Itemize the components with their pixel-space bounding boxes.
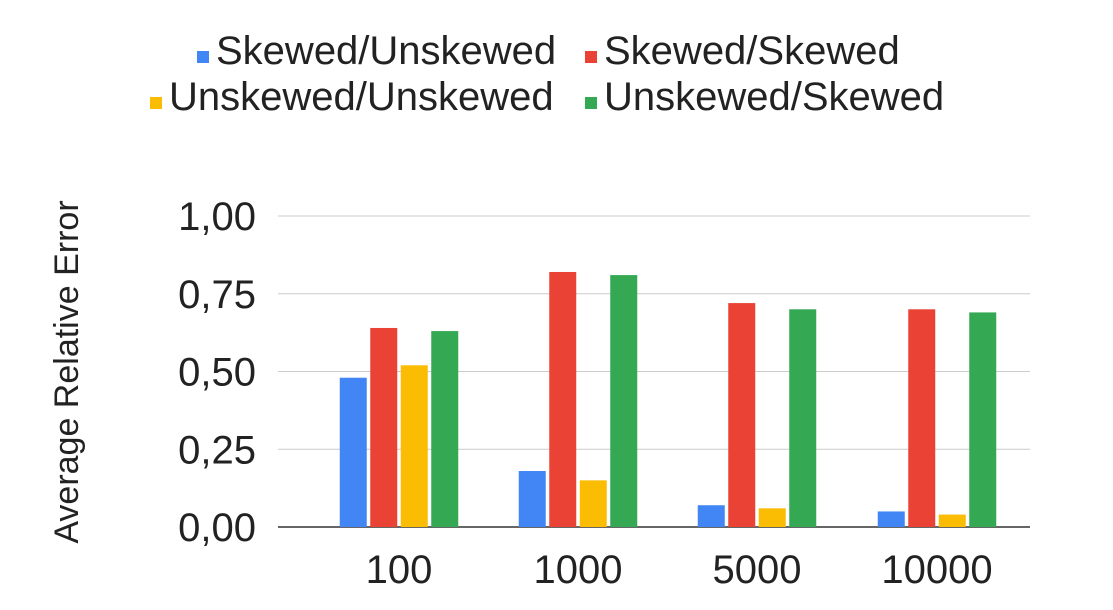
- y-tick-label: 0,00: [178, 506, 256, 550]
- y-tick-label: 0,25: [178, 428, 256, 472]
- legend-label: Skewed/Unskewed: [216, 29, 556, 73]
- legend-label: Skewed/Skewed: [604, 29, 900, 73]
- x-tick-label: 10000: [881, 548, 992, 592]
- legend-label: Unskewed/Unskewed: [169, 75, 554, 119]
- bar: [908, 309, 936, 527]
- bar: [969, 312, 997, 527]
- x-axis-ticks: 100 1000 5000 10000: [366, 548, 993, 592]
- bar: [697, 505, 725, 527]
- bar: [728, 303, 756, 527]
- legend-swatch: [585, 97, 597, 109]
- bar: [370, 327, 398, 527]
- x-tick-label: 100: [366, 548, 433, 592]
- bar: [610, 275, 638, 527]
- legend-label: Unskewed/Skewed: [604, 75, 944, 119]
- bar: [549, 271, 577, 527]
- bar: [877, 511, 905, 527]
- bar: [938, 514, 966, 527]
- bar: [518, 471, 546, 527]
- legend-swatch: [585, 51, 597, 63]
- legend-swatch: [197, 51, 209, 63]
- legend: Skewed/Unskewed Skewed/Skewed Unskewed/Uns…: [150, 29, 944, 119]
- x-tick-label: 1000: [534, 548, 623, 592]
- y-axis-ticks: 0,00 0,25 0,50 0,75 1,00: [178, 195, 256, 550]
- y-tick-label: 0,75: [178, 273, 256, 317]
- y-tick-label: 1,00: [178, 195, 256, 239]
- x-tick-label: 5000: [713, 548, 802, 592]
- bar: [339, 377, 367, 527]
- bar: [431, 331, 459, 527]
- bar: [758, 508, 786, 527]
- y-axis-title: Average Relative Error: [48, 200, 86, 543]
- legend-swatch: [150, 97, 162, 109]
- bar: [579, 480, 607, 527]
- bar: [789, 309, 817, 527]
- bars: [339, 271, 997, 527]
- y-tick-label: 0,50: [178, 351, 256, 395]
- bar: [400, 365, 428, 527]
